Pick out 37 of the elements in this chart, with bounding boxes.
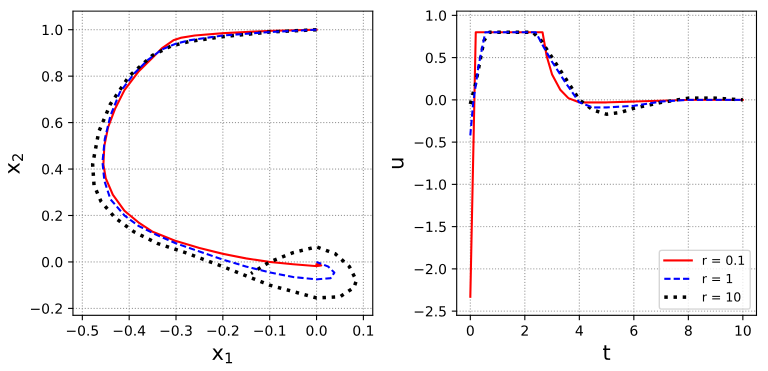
y-tick-label: 1.0: [426, 10, 446, 21]
x-tick-label: −0.4: [114, 325, 146, 336]
y-tick-label: 0.4: [42, 164, 62, 175]
line-series: [90, 28, 358, 300]
y-axis-title: x$_{2}$: [8, 154, 23, 174]
y-tick-label: 0.2: [42, 210, 62, 221]
y-tick-label: 0.8: [42, 71, 62, 82]
y-axis-title: u: [392, 158, 404, 168]
y-tick-label: 0.5: [426, 52, 446, 64]
x-tick-label: 8: [684, 325, 692, 336]
x-tick-label: −0.3: [160, 325, 192, 336]
x-tick-label: −0.2: [207, 325, 238, 336]
y-tick-label: 0.6: [42, 118, 62, 128]
legend-label: r = 0.1: [702, 256, 744, 265]
y-tick-label: 1.0: [42, 24, 62, 36]
x-tick-label: 2: [521, 325, 528, 336]
x-tick-label: 10: [736, 325, 751, 336]
y-tick-label: 0.0: [426, 94, 446, 106]
x-axis-title: t: [603, 345, 610, 360]
line-series: [468, 30, 745, 116]
x-tick-label: 4: [576, 326, 583, 336]
y-tick-label: −0.2: [30, 303, 62, 314]
x-tick-label: 0.1: [353, 325, 374, 336]
y-tick-label: −2.0: [414, 264, 446, 274]
y-tick-label: −1.5: [414, 222, 446, 232]
x-tick-label: −0.5: [66, 325, 98, 336]
x-tick-label: 6: [630, 325, 638, 336]
legend-label: r = 10: [702, 292, 740, 302]
legend-label: r = 1: [702, 274, 732, 284]
x-tick-label: 0: [466, 325, 474, 336]
x-tick-label: 0.0: [306, 325, 327, 336]
y-tick-label: −0.5: [414, 137, 446, 148]
x-tick-label: −0.1: [254, 325, 286, 336]
y-tick-label: −1.0: [414, 179, 446, 190]
y-tick-label: 0.0: [42, 256, 62, 268]
x-axis-title: x$_{1}$: [212, 348, 232, 364]
y-tick-label: −2.5: [414, 306, 446, 317]
